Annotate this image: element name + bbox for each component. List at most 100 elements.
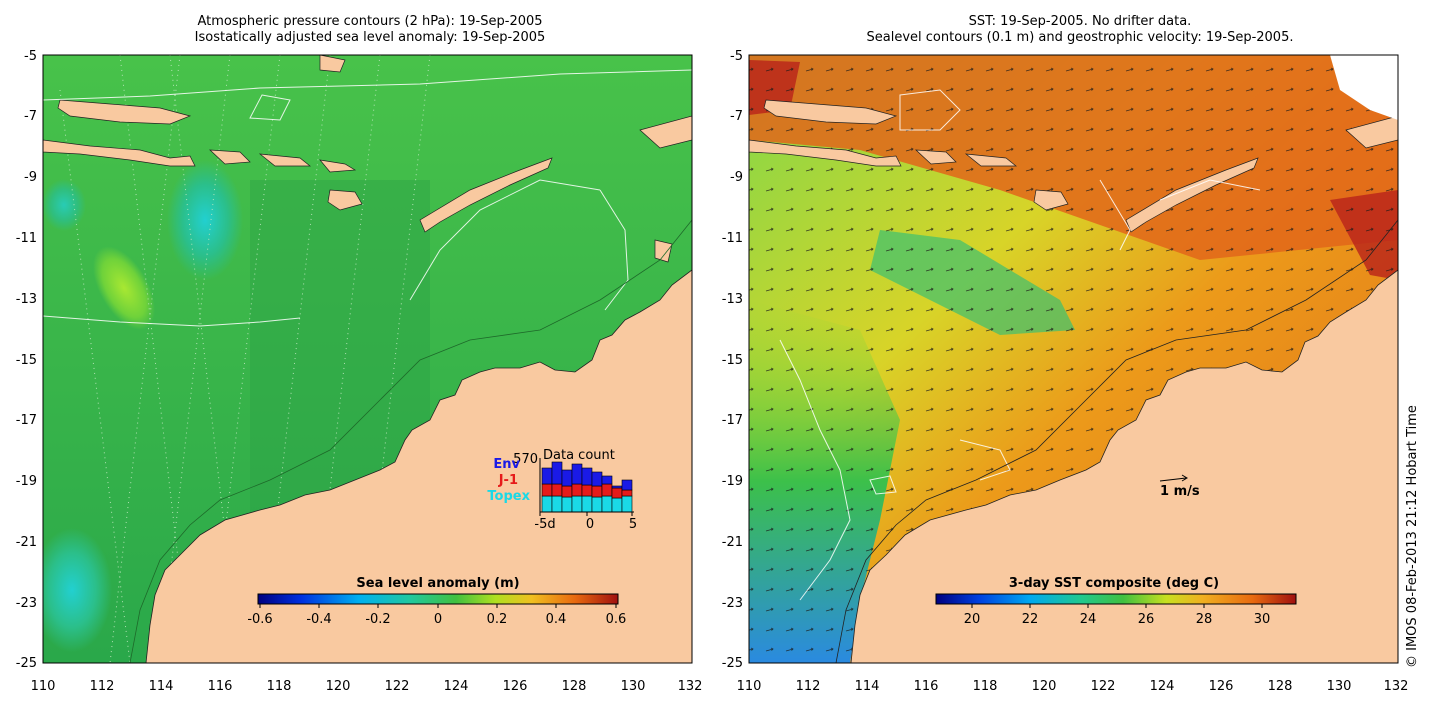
right-lon-tick: 114 [855,679,880,694]
right-lon-tick: 122 [1091,679,1116,694]
right-lon-tick: 126 [1209,679,1234,694]
left-lat-tick: -21 [16,535,37,550]
right-lon-tick: 128 [1268,679,1293,694]
right-lon-tick: 132 [1384,679,1409,694]
sla-cbar-tick-6: 0.4 [546,612,567,627]
left-lon-tick: 126 [503,679,528,694]
sst-colorbar-label: 3-day SST composite (deg C) [1009,576,1219,591]
left-lon-tick: 122 [385,679,410,694]
sla-colorbar: Sea level anomaly (m) -0.6 -0.4 -0.2 0 0… [247,576,626,627]
imos-credit: © IMOS 08-Feb-2013 21:12 Hobart Time [1405,405,1420,668]
data-count-series-topex: Topex [487,489,530,504]
left-title-line2: Isostatically adjusted sea level anomaly… [194,30,546,45]
right-lon-tick: 120 [1032,679,1057,694]
left-lat-tick: -7 [24,109,37,124]
left-lat-tick: -9 [24,170,37,185]
left-pressure-contours [43,69,692,327]
sst-cbar-tick-3: 24 [1080,612,1097,627]
data-count-title: Data count [543,448,615,463]
sla-cbar-tick-2: -0.4 [306,612,331,627]
sst-cbar-tick-1: 20 [964,612,981,627]
sla-high-yellow [93,246,155,330]
left-lat-tick: -15 [16,353,37,368]
right-lat-tick: -23 [722,596,743,611]
right-panel-title: SST: 19-Sep-2005. No drifter data. Seale… [760,14,1400,46]
right-lat-tick: -21 [722,535,743,550]
right-lat-tick: -19 [722,474,743,489]
right-land-islands [749,99,1398,233]
right-map [749,55,1398,663]
sst-cbar-tick-2: 22 [1022,612,1039,627]
left-lat-tick: -13 [16,292,37,307]
left-lon-tick: 120 [326,679,351,694]
sla-cbar-tick-3: -0.2 [365,612,390,627]
sst-cbar-tick-4: 26 [1138,612,1155,627]
left-title-line1: Atmospheric pressure contours (2 hPa): 1… [197,14,543,29]
left-lon-tick: 130 [621,679,646,694]
sla-cbar-tick-5: 0.2 [487,612,508,627]
right-lon-tick: 124 [1150,679,1175,694]
right-sealevel-contours [779,89,1261,601]
data-count-bars [541,461,633,513]
left-lon-tick: 110 [31,679,56,694]
left-land-islands [43,55,692,263]
right-lon-tick: 110 [737,679,762,694]
left-lat-axis: -5 -7 -9 -11 -13 -15 -17 -19 -21 -23 -25 [16,49,37,671]
left-map [43,55,692,663]
right-shelf-contour [835,219,1398,663]
velocity-key-label: 1 m/s [1160,484,1200,499]
data-count-xtick-minus5: -5d [534,517,555,532]
right-lat-tick: -7 [730,109,743,124]
right-no-data-white [1330,55,1398,120]
left-lon-tick: 128 [562,679,587,694]
right-title-line1: SST: 19-Sep-2005. No drifter data. [968,14,1192,29]
right-land-australia [850,269,1398,663]
right-lon-axis: 110 112 114 116 118 120 122 124 126 128 … [737,679,1409,694]
sst-colorbar-ticks [971,604,1263,608]
right-lat-tick: -11 [722,231,743,246]
right-lat-axis: -5 -7 -9 -11 -13 -15 -17 -19 -21 -23 -25 [722,49,743,671]
sla-high-cyan-1 [167,160,243,280]
left-shelf-contour [129,219,692,663]
left-lon-tick: 112 [90,679,115,694]
right-lat-tick: -17 [722,413,743,428]
data-count-xtick-0: 0 [586,517,594,532]
sst-colorbar-gradient [935,593,1297,605]
right-title-line2: Sealevel contours (0.1 m) and geostrophi… [866,30,1294,45]
sla-cbar-tick-7: 0.6 [606,612,627,627]
sla-colorbar-label: Sea level anomaly (m) [356,576,519,591]
right-lon-tick: 112 [796,679,821,694]
left-lon-tick: 114 [149,679,174,694]
sla-colorbar-gradient [257,593,619,605]
left-panel-title: Atmospheric pressure contours (2 hPa): 1… [60,14,680,46]
right-lat-tick: -25 [722,656,743,671]
sla-cbar-tick-1: -0.6 [247,612,272,627]
left-lon-tick: 118 [267,679,292,694]
right-map-frame [748,54,1399,664]
data-count-series-env: Env [493,457,520,472]
sla-high-cyan-3 [43,179,86,231]
left-map-frame [42,54,693,664]
left-lat-tick: -5 [24,49,37,64]
right-lon-tick: 116 [914,679,939,694]
left-lat-tick: -23 [16,596,37,611]
left-lat-tick: -17 [16,413,37,428]
left-lat-tick: -11 [16,231,37,246]
data-count-xtick-5: 5 [629,517,637,532]
sst-cbar-tick-6: 30 [1254,612,1271,627]
left-lat-tick: -19 [16,474,37,489]
sst-cbar-tick-5: 28 [1196,612,1213,627]
data-count-inset: 570 Data count Env J-1 Topex -5d 0 5 [487,448,637,532]
sst-colorbar: 3-day SST composite (deg C) 20 22 24 26 … [935,576,1297,627]
right-lat-tick: -13 [722,292,743,307]
right-lat-tick: -5 [730,49,743,64]
data-count-max: 570 [513,452,538,467]
right-lat-tick: -15 [722,353,743,368]
right-lon-tick: 118 [973,679,998,694]
sla-cbar-tick-4: 0 [434,612,442,627]
right-lon-tick: 130 [1327,679,1352,694]
sla-high-cyan-2 [43,528,112,652]
right-lat-tick: -9 [730,170,743,185]
velocity-key: 1 m/s [1159,474,1200,499]
